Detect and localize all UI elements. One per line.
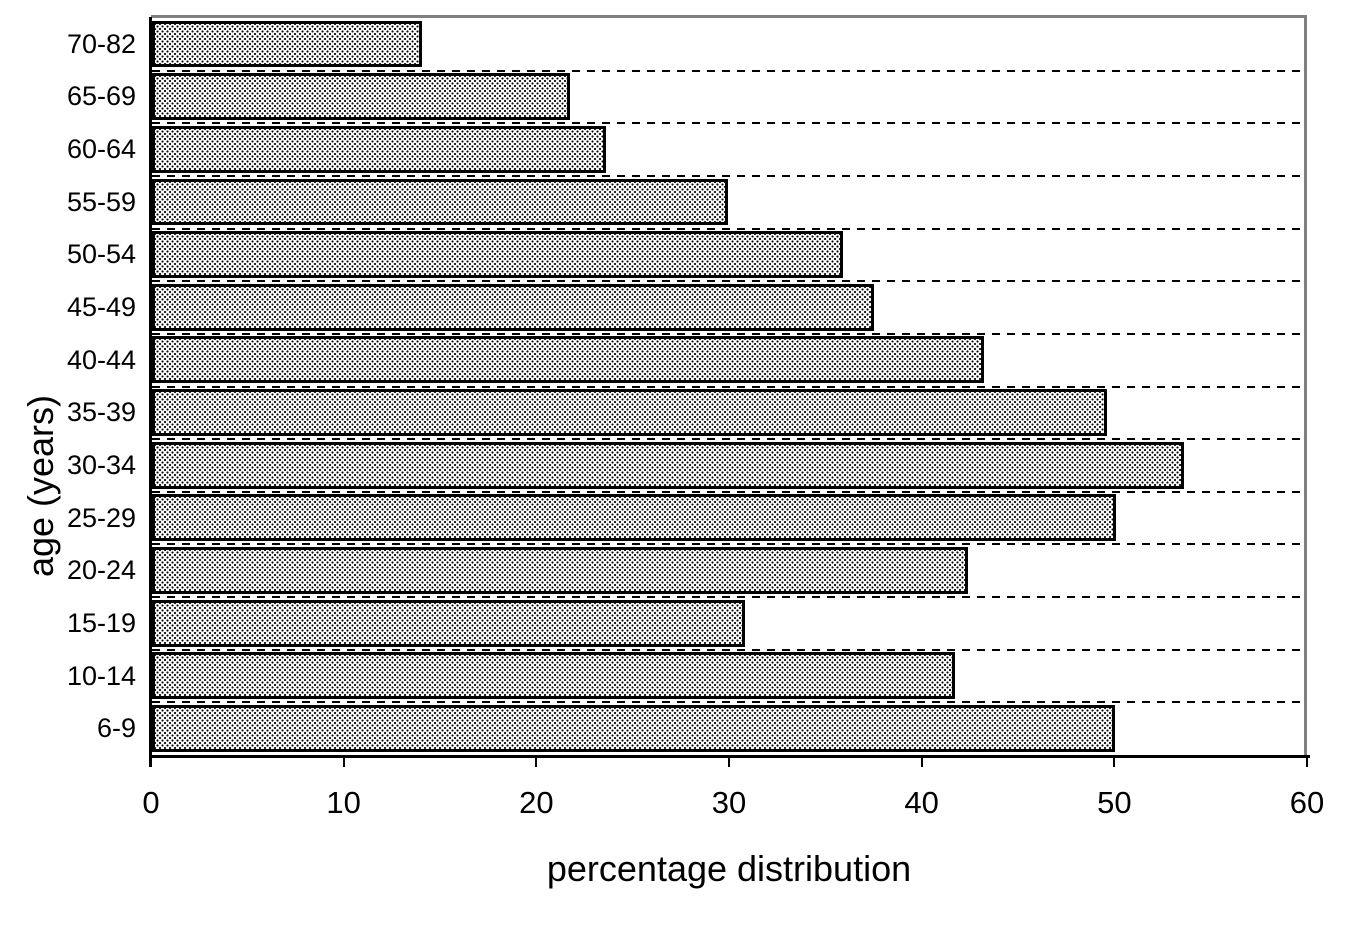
- x-axis-title: percentage distribution: [546, 848, 912, 889]
- category-label-70-82: 70-82: [66, 28, 136, 59]
- bar-45-49: [152, 283, 874, 331]
- bar-row-70-82: [152, 18, 1307, 71]
- gridline: [152, 648, 1307, 651]
- x-tick-30: [728, 758, 730, 767]
- gridline: [152, 332, 1307, 335]
- x-tick-label-10: 10: [326, 785, 361, 820]
- x-axis-line: [149, 755, 1310, 758]
- bar-layer: [152, 18, 1307, 755]
- x-tick-60: [1306, 758, 1308, 767]
- x-tick-label-40: 40: [904, 785, 939, 820]
- gridline: [152, 596, 1307, 599]
- bar-row-20-24: [152, 544, 1307, 597]
- bar-row-65-69: [152, 71, 1307, 124]
- gridline: [152, 385, 1307, 388]
- category-label-15-19: 15-19: [66, 607, 136, 638]
- category-label-20-24: 20-24: [66, 555, 136, 586]
- x-tick-10: [342, 758, 345, 767]
- plot-border-top: [151, 15, 1307, 18]
- y-axis-title: age (years): [20, 394, 62, 578]
- bar-row-60-64: [152, 123, 1307, 176]
- bar-row-40-44: [152, 334, 1307, 387]
- bar-row-45-49: [152, 281, 1307, 334]
- bar-25-29: [152, 494, 1117, 542]
- bar-row-6-9: [152, 702, 1307, 755]
- bar-35-39: [152, 389, 1107, 436]
- bar-row-10-14: [152, 650, 1307, 703]
- gridline: [152, 69, 1307, 72]
- y-axis-line: [149, 17, 152, 767]
- gridline: [152, 701, 1307, 704]
- bar-60-64: [152, 125, 607, 173]
- bar-row-30-34: [152, 439, 1307, 492]
- x-tick-label-30: 30: [711, 785, 747, 820]
- bar-row-15-19: [152, 597, 1307, 650]
- bar-row-25-29: [152, 492, 1307, 545]
- bar-30-34: [152, 441, 1184, 489]
- gridline: [152, 438, 1307, 441]
- category-label-60-64: 60-64: [66, 134, 136, 165]
- gridline: [152, 543, 1307, 546]
- category-label-25-29: 25-29: [66, 502, 136, 533]
- x-tick-label-0: 0: [142, 785, 160, 820]
- bar-row-55-59: [152, 176, 1307, 229]
- category-label-50-54: 50-54: [66, 239, 136, 270]
- x-tick-label-60: 60: [1289, 785, 1325, 820]
- bar-65-69: [152, 73, 570, 121]
- gridline: [152, 490, 1307, 493]
- category-label-6-9: 6-9: [96, 713, 136, 744]
- x-tick-40: [920, 758, 923, 767]
- category-label-10-14: 10-14: [66, 660, 136, 691]
- category-label-55-59: 55-59: [66, 186, 136, 217]
- category-label-40-44: 40-44: [66, 344, 136, 375]
- x-tick-label-20: 20: [519, 785, 554, 820]
- y-axis-category-labels: 70-82 65-69 60-64 55-59 50-54 45-49 40-44 35-39…: [0, 18, 136, 755]
- category-label-45-49: 45-49: [66, 292, 136, 323]
- bar-row-35-39: [152, 386, 1307, 439]
- x-tick-20: [535, 758, 538, 767]
- category-label-35-39: 35-39: [66, 397, 136, 428]
- gridline: [152, 174, 1307, 177]
- bar-40-44: [152, 336, 984, 384]
- gridline: [152, 280, 1307, 283]
- bar-10-14: [152, 652, 955, 700]
- bar-20-24: [152, 547, 969, 594]
- gridline-layer: [152, 18, 1307, 755]
- category-label-30-34: 30-34: [66, 449, 136, 480]
- bar-50-54: [152, 231, 844, 279]
- x-tick-label-50: 50: [1097, 785, 1132, 820]
- bar-15-19: [152, 599, 745, 647]
- bar-6-9: [152, 704, 1115, 752]
- bar-row-50-54: [152, 229, 1307, 282]
- gridline: [152, 122, 1307, 125]
- category-label-65-69: 65-69: [66, 81, 136, 112]
- gridline: [152, 227, 1307, 230]
- bar-55-59: [152, 178, 728, 226]
- bar-70-82: [152, 20, 422, 68]
- x-tick-50: [1113, 758, 1116, 767]
